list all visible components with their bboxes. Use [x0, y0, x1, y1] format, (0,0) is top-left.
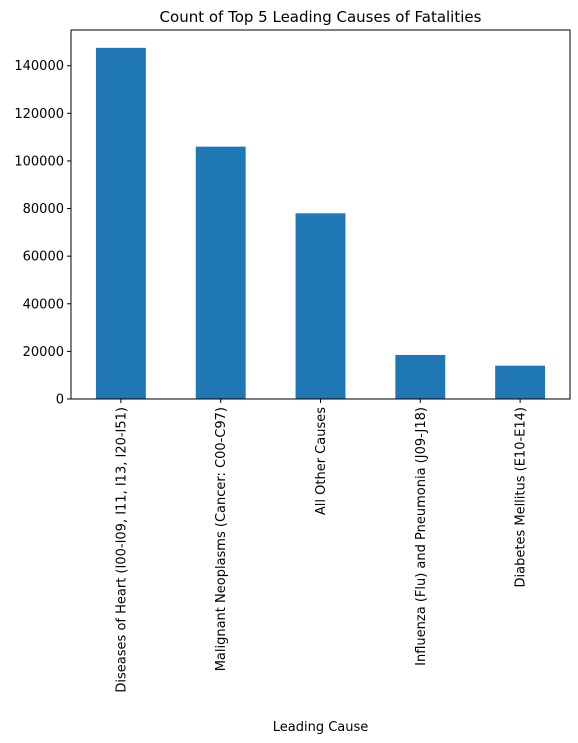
bar-5 — [495, 365, 546, 399]
x-tick-label: Diseases of Heart (I00-I09, I11, I13, I2… — [114, 407, 129, 693]
y-tick-label: 80000 — [23, 202, 64, 217]
axes-frame — [70, 29, 571, 400]
x-tick-label: Malignant Neoplasms (Cancer: C00-C97) — [214, 407, 229, 671]
y-tick-label: 120000 — [14, 107, 64, 122]
chart-title: Count of Top 5 Leading Causes of Fatalit… — [160, 8, 482, 26]
y-tick-label: 40000 — [23, 297, 64, 312]
bars-group — [95, 47, 546, 400]
y-tick-label: 140000 — [14, 59, 64, 74]
y-tick-label: 0 — [56, 393, 64, 408]
bar-3 — [295, 213, 346, 399]
y-tick-label: 100000 — [14, 154, 64, 169]
y-tick-label: 20000 — [23, 345, 64, 360]
bar-4 — [395, 354, 446, 399]
bar-2 — [195, 146, 246, 399]
x-axis-ticks: Diseases of Heart (I00-I09, I11, I13, I2… — [114, 399, 529, 693]
y-tick-label: 60000 — [23, 250, 64, 265]
x-tick-label: Influenza (Flu) and Pneumonia (J09-J18) — [414, 407, 429, 666]
x-axis-label: Leading Cause — [273, 720, 369, 735]
x-tick-label: Diabetes Mellitus (E10-E14) — [514, 407, 529, 587]
y-axis-ticks: 0 20000 40000 60000 80000 100000 120000 140000 — [14, 59, 71, 408]
x-tick-label: All Other Causes — [314, 407, 329, 515]
bar-1 — [95, 47, 146, 400]
